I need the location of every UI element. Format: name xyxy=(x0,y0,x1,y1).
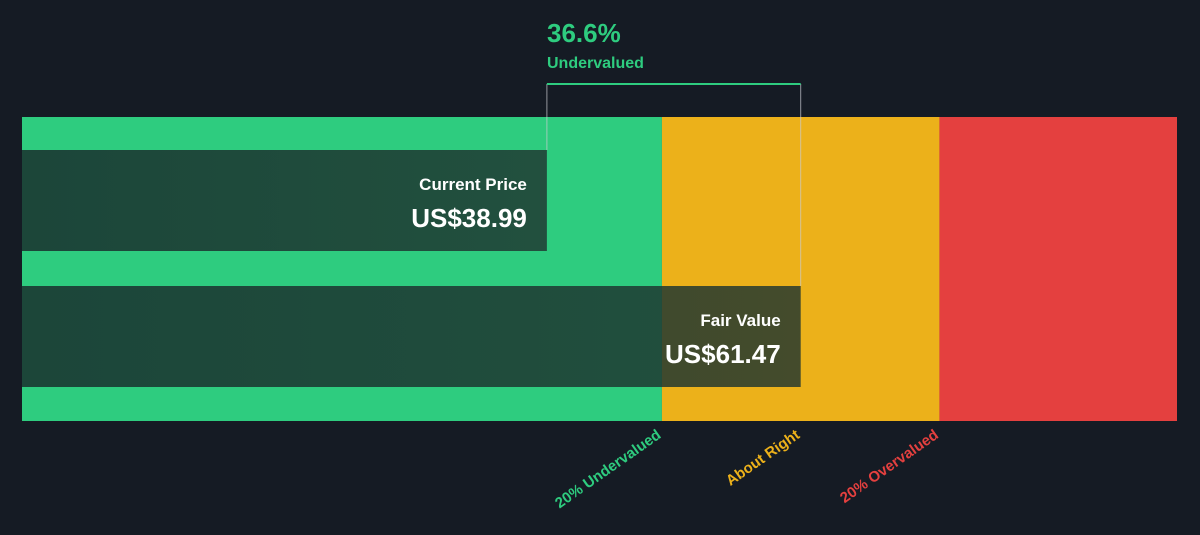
bar-category: Current Price xyxy=(419,175,527,194)
zone xyxy=(939,117,1177,421)
title: 36.6% xyxy=(547,18,621,48)
value-bar xyxy=(22,150,547,251)
value-bar xyxy=(22,286,801,387)
subtitle: Undervalued xyxy=(547,55,644,72)
bar-value: US$61.47 xyxy=(665,339,781,369)
bar-value: US$38.99 xyxy=(411,203,527,233)
bar-category: Fair Value xyxy=(700,311,780,330)
